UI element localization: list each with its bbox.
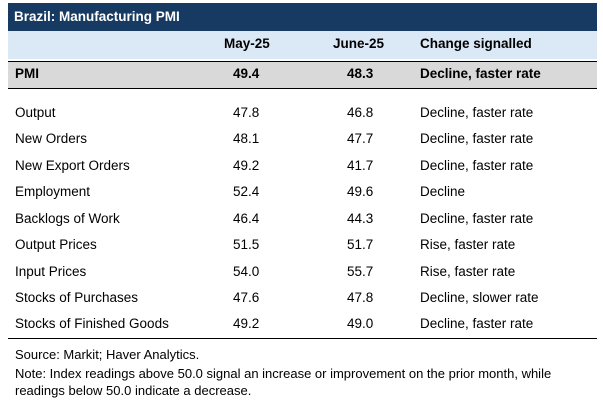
row-may: 47.6	[233, 290, 260, 305]
row-label: Backlogs of Work	[15, 211, 120, 226]
row-may: 49.2	[233, 158, 260, 173]
pmi-row	[8, 61, 597, 89]
row-change: Decline	[420, 184, 466, 199]
table-row: Stocks of Purchases 47.6 47.8 Decline, s…	[0, 286, 603, 312]
row-label: Input Prices	[15, 264, 87, 279]
row-may: 54.0	[233, 264, 260, 279]
row-may: 52.4	[233, 184, 260, 199]
row-change: Rise, faster rate	[420, 264, 516, 279]
table-title: Brazil: Manufacturing PMI	[8, 3, 597, 31]
row-label: Employment	[15, 184, 91, 199]
table-row: Output 47.8 46.8 Decline, faster rate	[0, 101, 603, 127]
row-change: Decline, faster rate	[420, 105, 534, 120]
row-june: 47.7	[347, 131, 374, 146]
row-june: 44.3	[347, 211, 374, 226]
row-label: Output Prices	[15, 237, 97, 252]
row-change: Decline, faster rate	[420, 316, 534, 331]
row-may: 48.1	[233, 131, 260, 146]
pmi-label: PMI	[15, 66, 40, 81]
row-june: 41.7	[347, 158, 374, 173]
col-header-change: Change signalled	[420, 36, 532, 51]
table-row: Employment 52.4 49.6 Decline	[0, 180, 603, 206]
table-row: Input Prices 54.0 55.7 Rise, faster rate	[0, 260, 603, 286]
col-header-june: June-25	[333, 36, 385, 51]
row-june: 49.6	[347, 184, 374, 199]
pmi-change: Decline, faster rate	[420, 66, 541, 81]
pmi-may: 49.4	[233, 66, 260, 81]
pmi-june: 48.3	[347, 66, 374, 81]
row-label: Stocks of Finished Goods	[15, 316, 169, 331]
row-change: Decline, slower rate	[420, 290, 539, 305]
row-may: 46.4	[233, 211, 260, 226]
table-row: Output Prices 51.5 51.7 Rise, faster rat…	[0, 233, 603, 259]
table-row: New Orders 48.1 47.7 Decline, faster rat…	[0, 127, 603, 153]
row-june: 55.7	[347, 264, 374, 279]
col-header-may: May-25	[224, 36, 270, 51]
row-may: 51.5	[233, 237, 260, 252]
row-label: New Export Orders	[15, 158, 130, 173]
row-june: 51.7	[347, 237, 374, 252]
source-note: Source: Markit; Haver Analytics.	[15, 347, 200, 362]
table-bottom-rule	[8, 338, 597, 339]
footnote: Note: Index readings above 50.0 signal a…	[15, 366, 552, 398]
row-label: New Orders	[15, 131, 88, 146]
row-june: 47.8	[347, 290, 374, 305]
row-june: 46.8	[347, 105, 374, 120]
row-change: Decline, faster rate	[420, 211, 534, 226]
table-row: New Export Orders 49.2 41.7 Decline, fas…	[0, 154, 603, 180]
table-row: Backlogs of Work 46.4 44.3 Decline, fast…	[0, 207, 603, 233]
row-change: Rise, faster rate	[420, 237, 516, 252]
row-june: 49.0	[347, 316, 374, 331]
row-change: Decline, faster rate	[420, 158, 534, 173]
row-change: Decline, faster rate	[420, 131, 534, 146]
column-header-band	[8, 31, 597, 59]
table-row: Stocks of Finished Goods 49.2 49.0 Decli…	[0, 312, 603, 338]
row-may: 49.2	[233, 316, 260, 331]
row-label: Stocks of Purchases	[15, 290, 139, 305]
row-may: 47.8	[233, 105, 260, 120]
row-label: Output	[15, 105, 56, 120]
